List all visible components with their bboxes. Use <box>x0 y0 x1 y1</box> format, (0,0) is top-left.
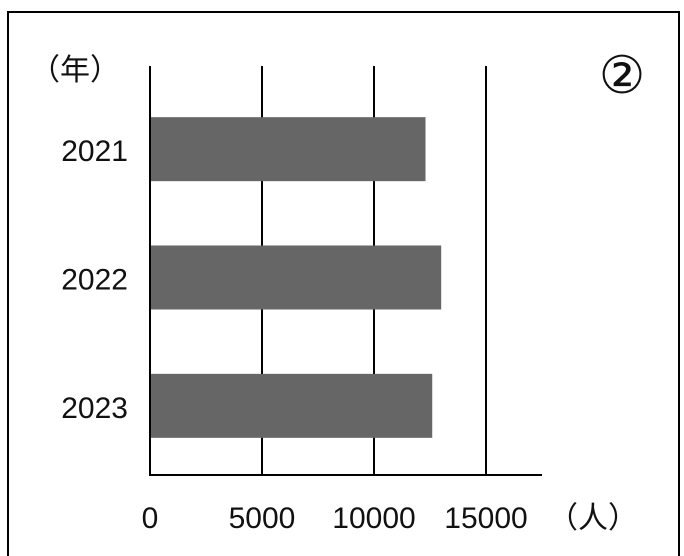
tick-labels: 2021 2022 2023 0 5000 10000 15000 <box>61 135 527 535</box>
y-tick-label-2022: 2022 <box>61 264 128 297</box>
y-tick-label-2021: 2021 <box>61 135 128 168</box>
y-tick-label-2023: 2023 <box>61 392 128 425</box>
bar-2023 <box>150 373 433 438</box>
chart-frame <box>7 11 680 556</box>
bar-2021 <box>150 117 426 182</box>
bars <box>150 117 442 438</box>
axes <box>149 66 542 476</box>
x-unit-label: （人） <box>548 502 638 535</box>
x-tick-label-15000: 15000 <box>444 502 527 535</box>
panel-label: ② <box>599 47 646 105</box>
bar-2022 <box>150 245 442 310</box>
y-unit-label: （年） <box>30 54 120 87</box>
x-tick-label-5000: 5000 <box>229 502 296 535</box>
x-tick-label-10000: 10000 <box>332 502 415 535</box>
x-tick-label-0: 0 <box>142 502 159 535</box>
